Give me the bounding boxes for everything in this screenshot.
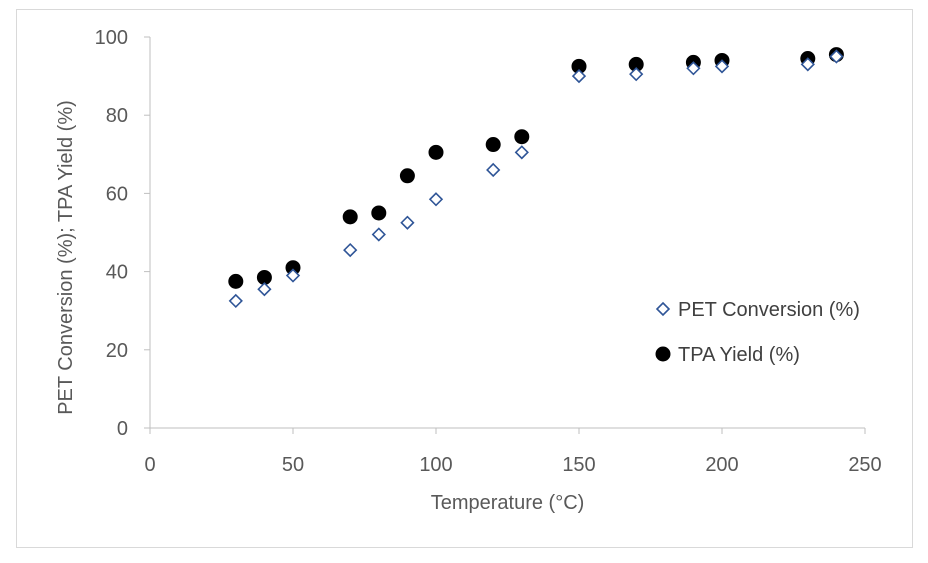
- tick-labels: 0 50 100 150 200 250 0 20 40 60 80 100: [95, 27, 882, 476]
- data-point-pet-conversion: [285, 268, 301, 283]
- legend-marker-diamond-icon: [655, 301, 671, 317]
- x-tick-label: 100: [419, 454, 452, 476]
- axes: [144, 36, 866, 434]
- data-point-pet-conversion: [571, 68, 587, 84]
- data-point-pet-conversion: [686, 61, 701, 76]
- legend-diamond-mark: [655, 301, 671, 317]
- data-point-pet-conversion: [486, 162, 501, 178]
- data-point-pet-conversion: [629, 67, 644, 82]
- y-tick-label: 100: [95, 27, 128, 49]
- y-tick-label: 20: [106, 340, 128, 362]
- data-point-tpa-yield: [342, 209, 358, 225]
- data-points: [228, 47, 844, 309]
- series-tpa-yield: [228, 47, 844, 289]
- x-tick-label: 50: [282, 454, 304, 476]
- legend-label-tpa-yield: TPA Yield (%): [678, 344, 800, 366]
- data-point-pet-conversion: [343, 242, 358, 258]
- y-axis-title: PET Conversion (%); TPA Yield (%): [55, 100, 77, 415]
- data-point-pet-conversion: [228, 293, 243, 309]
- data-point-pet-conversion: [829, 49, 844, 64]
- legend-marker-circle-icon: [655, 346, 671, 362]
- legend-circle-mark: [655, 346, 671, 362]
- legend: PET Conversion (%) TPA Yield (%): [655, 299, 860, 366]
- series-pet-conversion: [228, 49, 844, 309]
- x-axis-title: Temperature (°C): [431, 492, 585, 514]
- data-point-pet-conversion: [257, 282, 272, 297]
- data-point-pet-conversion: [800, 57, 815, 72]
- data-point-tpa-yield: [371, 205, 387, 221]
- data-point-pet-conversion: [428, 192, 444, 207]
- legend-label-pet-conversion: PET Conversion (%): [678, 299, 860, 321]
- data-point-pet-conversion: [714, 59, 730, 74]
- x-tick-label: 0: [144, 454, 155, 476]
- data-point-pet-conversion: [400, 215, 415, 230]
- data-point-pet-conversion: [514, 145, 529, 160]
- x-tick-label: 250: [848, 454, 881, 476]
- y-tick-label: 40: [106, 262, 128, 284]
- chart-frame: [16, 9, 913, 548]
- data-point-tpa-yield: [399, 168, 415, 184]
- x-tick-label: 150: [562, 454, 595, 476]
- legend-item-pet-conversion: PET Conversion (%): [655, 299, 860, 321]
- data-point-tpa-yield: [514, 129, 530, 145]
- x-tick-label: 200: [705, 454, 738, 476]
- y-tick-label: 60: [106, 183, 128, 205]
- data-point-tpa-yield: [228, 273, 244, 289]
- data-point-tpa-yield: [485, 137, 501, 153]
- y-tick-label: 0: [117, 418, 128, 440]
- legend-item-tpa-yield: TPA Yield (%): [655, 344, 800, 366]
- y-tick-label: 80: [106, 105, 128, 127]
- data-point-pet-conversion: [371, 227, 386, 242]
- data-point-tpa-yield: [428, 144, 444, 160]
